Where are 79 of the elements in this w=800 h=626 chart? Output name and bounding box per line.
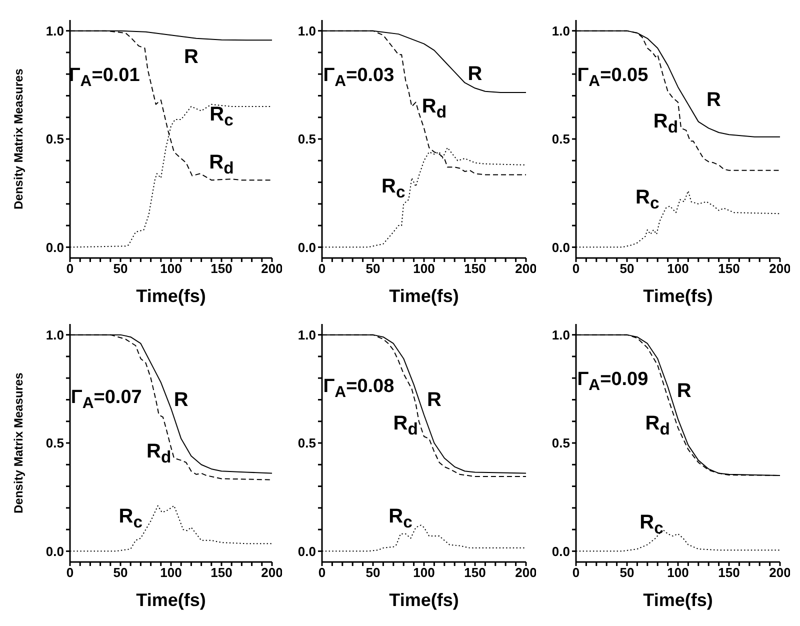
- series-label: R$_{c}$: [118, 505, 142, 532]
- series-label: R$_{d}$: [146, 440, 172, 466]
- x-tick-label: 200: [261, 261, 283, 276]
- y-axis-title: Density Matrix Measures: [11, 372, 26, 514]
- x-tick-label: 100: [160, 565, 182, 580]
- x-axis-title: Time(fs): [136, 590, 206, 610]
- series-label: R: [174, 388, 188, 411]
- series-label: R: [468, 63, 482, 86]
- y-tick-label: 1.0: [552, 23, 570, 38]
- x-tick-label: 0: [318, 261, 326, 276]
- x-tick-label: 150: [464, 565, 486, 580]
- y-tick-label: 1.0: [552, 327, 570, 342]
- y-tick-label: 0.0: [46, 544, 64, 559]
- series-label: R$_{c}$: [636, 186, 660, 212]
- x-tick-label: 200: [261, 565, 283, 580]
- x-tick-label: 150: [464, 261, 486, 276]
- series-label: R$_{c}$: [388, 505, 412, 532]
- x-tick-label: 200: [769, 565, 791, 580]
- x-tick-label: 200: [769, 261, 791, 276]
- x-axis-title: Time(fs): [643, 286, 713, 306]
- x-tick-label: 0: [66, 261, 74, 276]
- y-tick-label: 0.5: [552, 132, 570, 147]
- x-tick-label: 100: [413, 261, 435, 276]
- x-axis-title: Time(fs): [136, 286, 206, 306]
- x-tick-label: 100: [413, 565, 435, 580]
- y-tick-label: 1.0: [298, 327, 316, 342]
- x-tick-label: 150: [718, 261, 740, 276]
- x-tick-label: 50: [366, 261, 380, 276]
- x-tick-label: 50: [620, 565, 634, 580]
- x-tick-label: 50: [113, 261, 128, 276]
- x-tick-label: 150: [210, 565, 232, 580]
- y-tick-label: 0.0: [46, 240, 64, 255]
- series-label: R: [676, 380, 692, 402]
- annotation: Γ$_{A}$=0.03: [323, 66, 394, 90]
- x-tick-label: 50: [113, 565, 128, 580]
- y-tick-label: 0.5: [298, 132, 316, 147]
- x-tick-label: 50: [620, 261, 634, 276]
- x-axis-title: Time(fs): [389, 590, 459, 610]
- y-tick-label: 1.0: [298, 23, 316, 38]
- x-tick-label: 150: [210, 261, 232, 276]
- x-tick-label: 150: [718, 565, 740, 580]
- y-tick-label: 0.0: [298, 544, 316, 559]
- series-label: R: [706, 89, 721, 112]
- x-tick-label: 0: [318, 565, 326, 580]
- y-tick-label: 0.0: [552, 240, 570, 255]
- series-label: R$_{c}$: [382, 175, 406, 202]
- x-tick-label: 200: [515, 261, 537, 276]
- x-tick-label: 100: [160, 261, 182, 276]
- x-axis-title: Time(fs): [643, 590, 713, 610]
- annotation: Γ$_{A}$=0.08: [323, 376, 394, 401]
- x-tick-label: 0: [66, 565, 74, 580]
- x-tick-label: 100: [667, 565, 689, 580]
- x-tick-label: 200: [515, 565, 537, 580]
- series-label: R: [426, 388, 442, 411]
- x-axis-title: Time(fs): [389, 286, 459, 306]
- series-label: R$_{d}$: [645, 412, 670, 438]
- y-axis-title: Density Matrix Measures: [11, 68, 26, 210]
- series-label: R$_{c}$: [640, 512, 664, 538]
- annotation: Γ$_{A}$=0.09: [577, 370, 648, 394]
- y-tick-label: 0.5: [46, 132, 64, 147]
- y-tick-label: 0.0: [298, 240, 316, 255]
- x-tick-label: 50: [366, 565, 380, 580]
- x-tick-label: 0: [572, 565, 580, 580]
- series-label: R: [184, 46, 198, 68]
- series-label: R$_{d}$: [653, 110, 678, 137]
- series-label: R$_{d}$: [422, 95, 447, 122]
- annotation: Γ$_{A}$=0.05: [577, 66, 648, 90]
- series-label: R$_{d}$: [393, 412, 418, 438]
- y-tick-label: 0.5: [298, 436, 316, 451]
- x-tick-label: 0: [572, 261, 580, 276]
- annotation: Γ$_{A}$=0.07: [70, 386, 142, 412]
- series-label: R$_{d}$: [209, 152, 234, 178]
- y-tick-label: 0.5: [552, 436, 570, 451]
- series-label: R$_{c}$: [210, 104, 234, 130]
- y-tick-label: 0.0: [552, 544, 570, 559]
- y-tick-label: 0.5: [46, 436, 64, 451]
- x-tick-label: 100: [667, 261, 689, 276]
- y-tick-label: 1.0: [46, 23, 64, 38]
- y-tick-label: 1.0: [46, 327, 64, 342]
